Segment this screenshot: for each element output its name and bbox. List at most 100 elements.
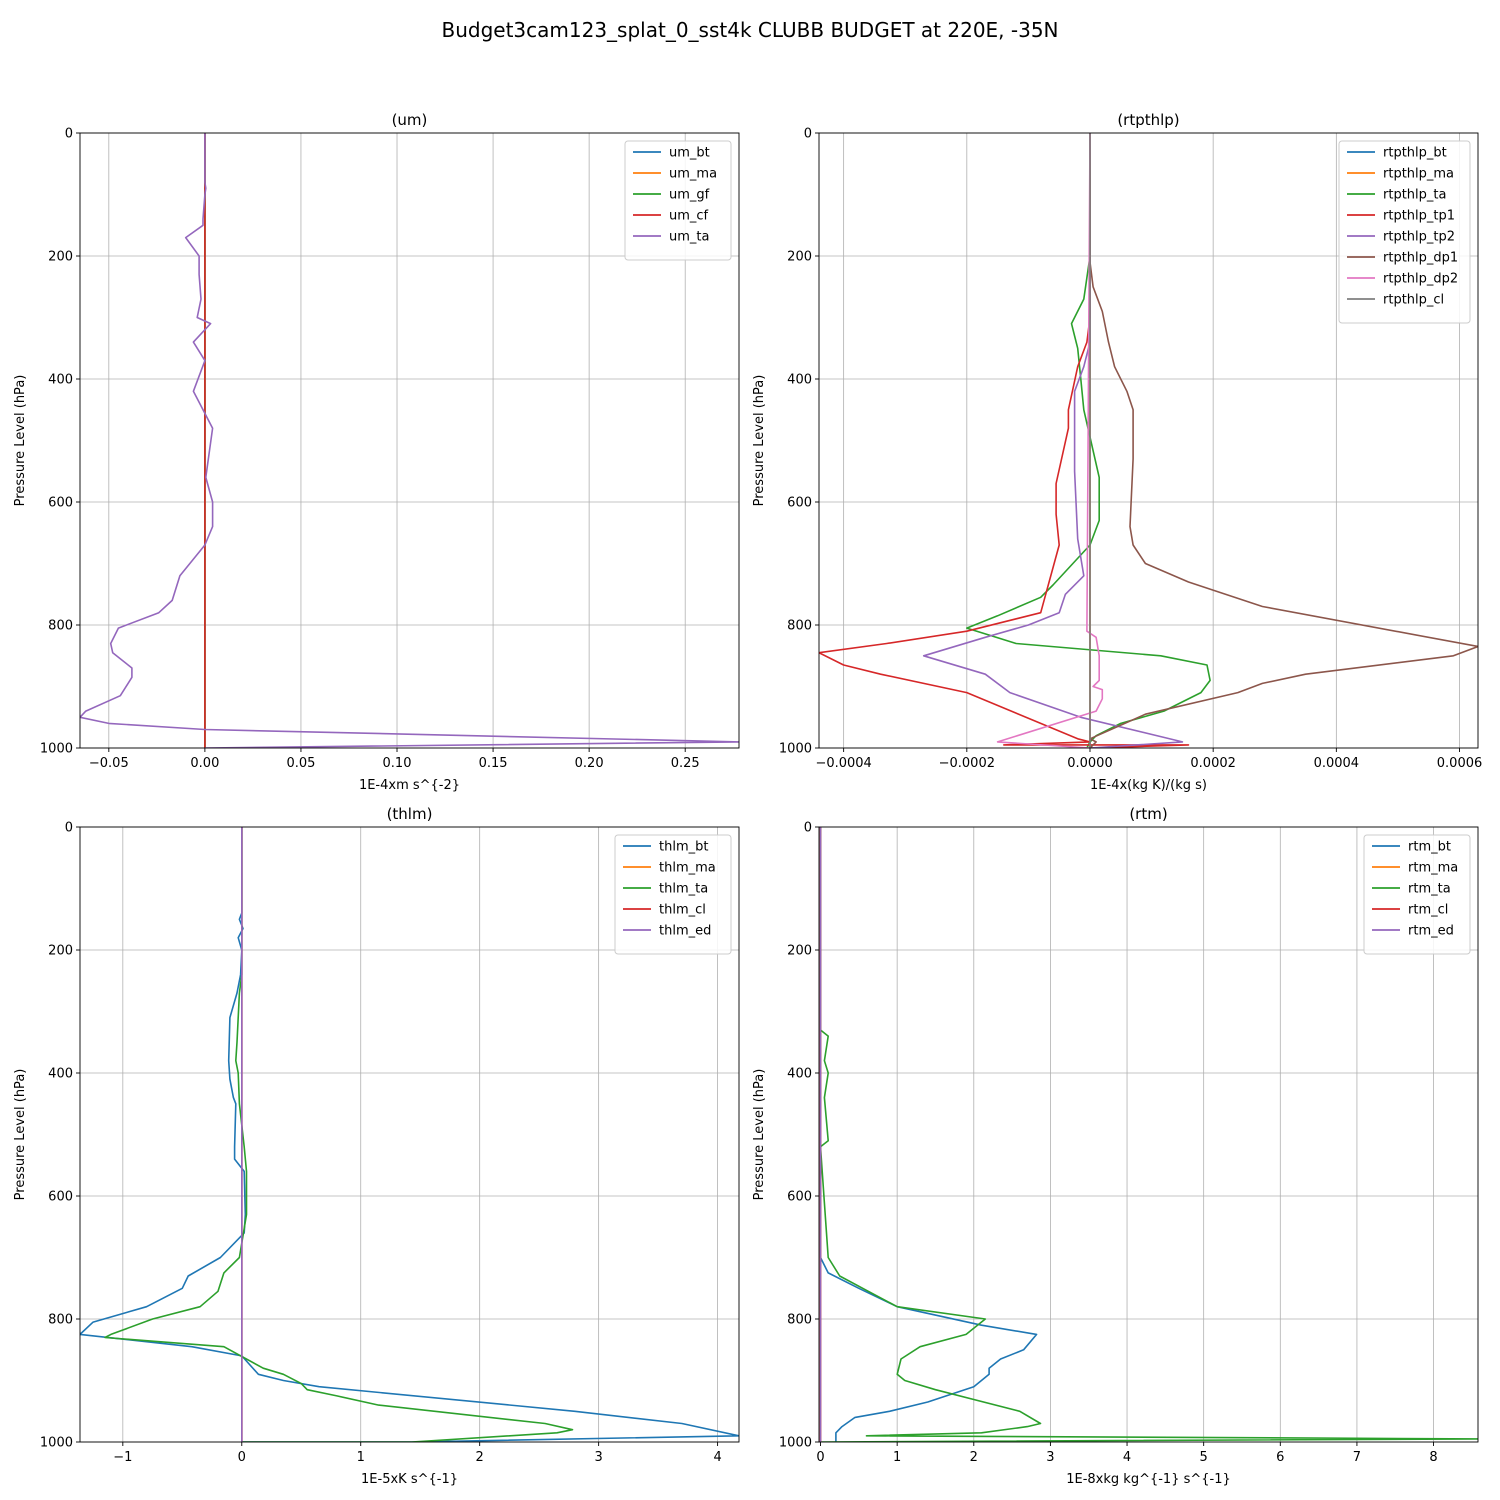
series-line-rtpthlp_dp1 [1089,133,1478,748]
x-tick-label: 0.05 [286,756,315,771]
x-tick-label: 0.0004 [1314,756,1360,771]
y-tick-label: 400 [48,373,73,388]
y-tick-label: 200 [48,250,73,265]
x-tick-label: 0.15 [479,756,508,771]
subplot-title: (um) [392,111,428,129]
x-tick-label: −0.0004 [815,756,871,771]
x-axis-label: 1E-8xkg kg^{-1} s^{-1} [1066,1472,1231,1487]
series-line-rtpthlp_tp1 [819,133,1190,748]
legend-entry: um_ta [669,230,709,245]
x-tick-label: 0 [816,1450,824,1465]
x-tick-label: 8 [1429,1450,1437,1465]
x-tick-label: 1 [357,1450,365,1465]
legend: rtpthlp_bt rtpthlp_ma rtpthlp_ta rtpthlp_tp… [1338,140,1471,324]
y-tick-label: 800 [787,619,812,634]
legend-entry: rtm_ma [1408,861,1458,876]
x-tick-label: 2 [476,1450,484,1465]
y-tick-label: 600 [787,496,812,511]
legend-box [624,140,732,261]
series-group [819,133,1478,748]
x-tick-label: 3 [1046,1450,1054,1465]
x-tick-label: 0.20 [575,756,604,771]
y-axis-label: Pressure Level (hPa) [752,1069,767,1201]
legend-entry: um_ma [669,167,717,182]
y-tick-label: 600 [787,1190,812,1205]
figure-title: Budget3cam123_splat_0_sst4k CLUBB BUDGET… [441,18,1058,42]
x-tick-label: 4 [713,1450,721,1465]
y-tick-label: 0 [65,127,73,142]
subplot-2: −0.0004 −0.0002 0.0000 0.0002 0.0004 0.0006 0 2… [752,111,1482,793]
y-tick-label: 1000 [40,1436,73,1451]
y-tick-label: 1000 [779,742,812,757]
x-tick-label: −1 [113,1450,132,1465]
x-tick-label: −0.05 [89,756,129,771]
subplot-title: (rtpthlp) [1117,111,1179,129]
series-line-rtpthlp_dp2 [996,133,1104,748]
y-tick-label: 1000 [40,742,73,757]
legend-entry: thlm_bt [659,840,708,855]
y-tick-label: 600 [48,496,73,511]
x-tick-label: 0.0000 [1067,756,1113,771]
legend: thlm_bt thlm_ma thlm_ta thlm_cl thlm_ed [614,834,732,955]
y-tick-label: 0 [65,821,73,836]
legend-entry: rtpthlp_dp1 [1383,251,1458,266]
series-line-rtpthlp_ta [965,133,1211,748]
x-tick-label: 0.0002 [1190,756,1236,771]
y-tick-label: 1000 [779,1436,812,1451]
y-axis-label: Pressure Level (hPa) [13,375,28,507]
x-tick-label: −0.0002 [939,756,995,771]
y-tick-label: 200 [787,250,812,265]
x-tick-label: 7 [1353,1450,1361,1465]
y-tick-label: 0 [804,821,812,836]
x-axis-label: 1E-4x(kg K)/(kg s) [1090,778,1207,793]
x-axis-label: 1E-4xm s^{-2} [359,778,460,793]
legend-box [1363,834,1471,955]
y-tick-label: 800 [48,1313,73,1328]
y-axis-label: Pressure Level (hPa) [752,375,767,507]
subplot-4: 0 1 2 3 4 5 6 7 8 0 200 400 600 800 1000 (rtm) 1E-8xkg k… [752,805,1479,1487]
subplot-3: −1 0 1 2 3 4 0 200 400 600 800 1000 (thlm) 1E-5xK s^{… [13,805,740,1487]
legend-entry: thlm_ma [659,861,716,876]
legend: rtm_bt rtm_ma rtm_ta rtm_cl rtm_ed [1363,834,1471,955]
legend-entry: um_cf [669,209,709,224]
legend-entry: rtpthlp_ta [1383,188,1446,203]
x-tick-label: 5 [1200,1450,1208,1465]
legend-entry: rtm_cl [1408,903,1448,918]
legend-entry: thlm_ta [659,882,708,897]
x-tick-label: 0.0006 [1437,756,1483,771]
y-tick-label: 400 [787,1067,812,1082]
y-tick-label: 200 [48,944,73,959]
axes-frame [818,826,1479,1443]
x-tick-label: 4 [1123,1450,1131,1465]
y-tick-label: 400 [787,373,812,388]
legend-entry: rtpthlp_bt [1383,146,1447,161]
legend-entry: um_bt [669,146,710,161]
legend-entry: rtm_ta [1408,882,1451,897]
series-group [80,133,739,748]
legend: um_bt um_ma um_gf um_cf um_ta [624,140,732,261]
legend-entry: thlm_ed [659,924,711,939]
x-tick-label: 0 [238,1450,246,1465]
series-line-um_ta [80,133,739,748]
y-tick-label: 800 [48,619,73,634]
legend-entry: rtpthlp_tp2 [1383,230,1455,245]
series-line-rtm_ta [819,827,1478,1442]
legend-entry: rtm_bt [1408,840,1451,855]
legend-entry: um_gf [669,188,710,203]
x-tick-label: 6 [1276,1450,1284,1465]
subplot-title: (thlm) [387,805,433,823]
y-tick-label: 400 [48,1067,73,1082]
x-tick-label: 0.25 [671,756,700,771]
x-tick-label: 0.00 [190,756,219,771]
series-group [819,827,1478,1442]
series-line-rtm_bt [819,827,1038,1442]
legend-entry: thlm_cl [659,903,706,918]
subplot-title: (rtm) [1129,805,1167,823]
x-tick-label: 2 [970,1450,978,1465]
axes-frame [79,132,740,749]
x-tick-label: 3 [594,1450,602,1465]
x-tick-label: 0.10 [383,756,412,771]
legend-entry: rtpthlp_cl [1383,293,1444,308]
y-axis-label: Pressure Level (hPa) [13,1069,28,1201]
x-tick-label: 1 [893,1450,901,1465]
